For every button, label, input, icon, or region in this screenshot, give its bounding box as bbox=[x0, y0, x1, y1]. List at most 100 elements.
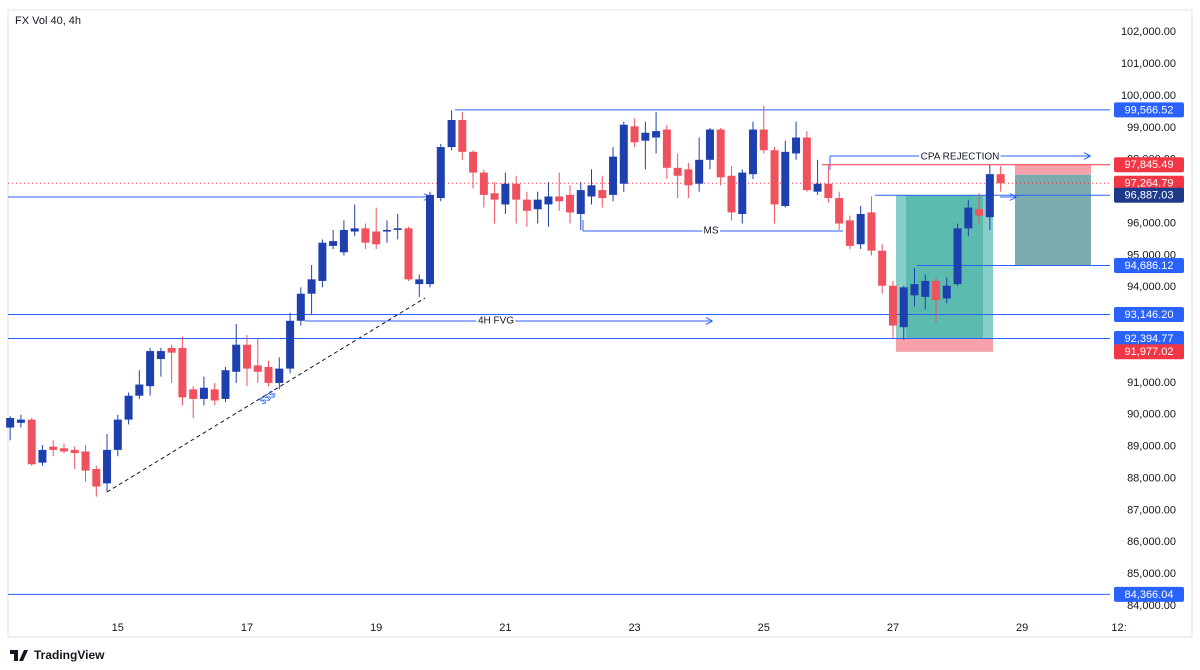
candle-body bbox=[350, 228, 359, 232]
logo bbox=[10, 650, 28, 661]
candle-body bbox=[253, 365, 262, 372]
y-tick-label: 99,000.00 bbox=[1127, 122, 1176, 134]
x-tick-label: 12: bbox=[1111, 622, 1126, 634]
candle-body bbox=[199, 387, 208, 399]
candle-body bbox=[436, 147, 445, 199]
x-tick-label: 23 bbox=[628, 622, 640, 634]
y-tick-label: 86,000.00 bbox=[1127, 536, 1176, 548]
annotation: 4H FVG bbox=[478, 316, 514, 327]
candle-body bbox=[404, 228, 413, 280]
candle-body bbox=[845, 220, 854, 246]
price-label-box bbox=[1114, 257, 1184, 273]
candle-body bbox=[899, 287, 908, 328]
candle-body bbox=[296, 293, 305, 321]
y-tick-label: 100,000.00 bbox=[1121, 90, 1176, 102]
candle-body bbox=[835, 198, 844, 224]
candle-body bbox=[662, 129, 671, 168]
price-label: 96,887.03 bbox=[1125, 190, 1174, 202]
candle-body bbox=[60, 448, 69, 452]
candle-body bbox=[813, 183, 822, 192]
price-label: 97,264.79 bbox=[1125, 178, 1174, 190]
candle-body bbox=[286, 320, 295, 369]
candle-body bbox=[70, 449, 79, 454]
price-label-box bbox=[1114, 175, 1184, 191]
candle-body bbox=[512, 183, 521, 200]
candle-body bbox=[867, 212, 876, 251]
price-label: 91,977.02 bbox=[1125, 346, 1174, 358]
target-zone-projected bbox=[1015, 174, 1091, 266]
candle-body bbox=[684, 169, 693, 186]
candle-body bbox=[81, 451, 90, 471]
y-tick-label: 91,000.00 bbox=[1127, 377, 1176, 389]
candle-body bbox=[921, 280, 930, 297]
y-tick-label: 89,000.00 bbox=[1127, 441, 1176, 453]
candle-body bbox=[975, 209, 984, 216]
candle-body bbox=[802, 137, 811, 191]
y-tick-label: 87,000.00 bbox=[1127, 504, 1176, 516]
candle-body bbox=[393, 228, 402, 230]
candle-body bbox=[544, 196, 553, 205]
candle-body bbox=[748, 129, 757, 175]
price-label-box bbox=[1114, 330, 1184, 346]
candle-body bbox=[533, 199, 542, 210]
price-label: 94,686.12 bbox=[1125, 260, 1174, 272]
candle-body bbox=[652, 131, 661, 138]
candle-body bbox=[738, 172, 747, 215]
candle-body bbox=[103, 449, 112, 484]
y-tick-label: 96,000.00 bbox=[1127, 217, 1176, 229]
candle-body bbox=[910, 284, 919, 296]
candle-body bbox=[716, 129, 725, 178]
candle-body bbox=[942, 285, 951, 299]
candle-body bbox=[555, 196, 564, 202]
candle-body bbox=[759, 129, 768, 151]
candle-body bbox=[307, 279, 316, 294]
candle-body bbox=[38, 449, 47, 463]
candle-body bbox=[156, 351, 165, 360]
y-tick-label: 95,000.00 bbox=[1127, 249, 1176, 261]
candle-body bbox=[113, 419, 122, 450]
candle-body bbox=[415, 279, 424, 285]
candle-body bbox=[501, 183, 510, 205]
candle-body bbox=[135, 384, 144, 396]
candle-body bbox=[878, 250, 887, 286]
price-label-box bbox=[1114, 187, 1184, 203]
y-tick-label: 85,000.00 bbox=[1127, 568, 1176, 580]
y-tick-label: 94,000.00 bbox=[1127, 281, 1176, 293]
price-label: 92,394.77 bbox=[1125, 333, 1174, 345]
candle-body bbox=[479, 172, 488, 195]
annotation: CPA REJECTION bbox=[921, 152, 1000, 163]
stop-zone-projected bbox=[1015, 164, 1091, 175]
candle-body bbox=[146, 351, 155, 387]
candle-body bbox=[727, 175, 736, 213]
annotation: MS bbox=[704, 226, 719, 237]
candle-body bbox=[953, 228, 962, 285]
candle-body bbox=[490, 193, 499, 200]
x-tick-label: 29 bbox=[1016, 622, 1028, 634]
candle-body bbox=[705, 129, 714, 160]
candle-body bbox=[824, 183, 833, 199]
candle-body bbox=[598, 190, 607, 199]
candle-body bbox=[124, 395, 133, 420]
candle-body bbox=[447, 119, 456, 148]
candle-body bbox=[221, 370, 230, 399]
candle-body bbox=[609, 156, 618, 195]
candle-body bbox=[932, 280, 941, 301]
candle-body bbox=[361, 228, 370, 243]
candle-body bbox=[996, 174, 1005, 184]
price-label: 97,845.49 bbox=[1125, 159, 1174, 171]
candle-body bbox=[167, 347, 176, 353]
candle-body bbox=[576, 190, 585, 215]
candle-body bbox=[210, 389, 219, 401]
price-label-box bbox=[1114, 307, 1184, 323]
candle-body bbox=[695, 159, 704, 184]
x-tick-label: 27 bbox=[887, 622, 899, 634]
candle-body bbox=[458, 119, 467, 152]
candle-body bbox=[426, 194, 435, 285]
candle-body bbox=[565, 194, 574, 213]
y-tick-label: 90,000.00 bbox=[1127, 409, 1176, 421]
x-tick-label: 21 bbox=[499, 622, 511, 634]
brand: TradingView bbox=[34, 648, 105, 662]
candle-body bbox=[6, 418, 15, 428]
candle-body bbox=[329, 241, 338, 246]
candle-body bbox=[339, 229, 348, 253]
